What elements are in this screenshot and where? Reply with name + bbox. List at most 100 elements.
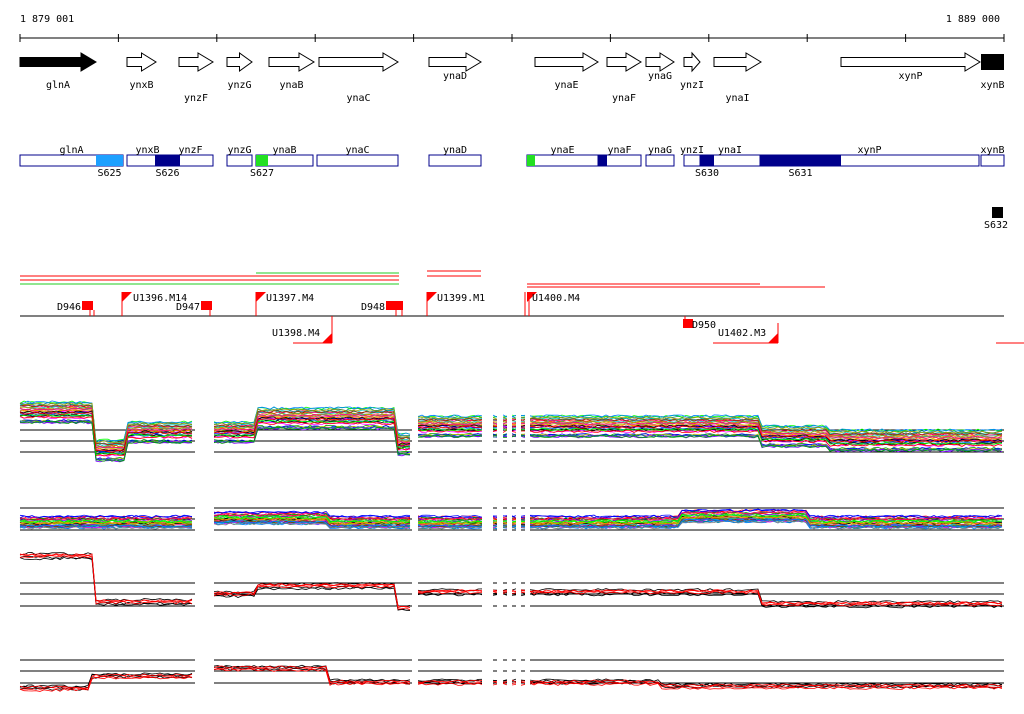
gene-ynaB[interactable]: ynaB (268, 52, 315, 91)
expression-trace (520, 594, 526, 597)
segment-mark-fill (527, 155, 535, 166)
gene-ynaC[interactable]: ynaC (318, 52, 399, 104)
gene-ynaD[interactable]: ynaD (428, 52, 482, 82)
expression-trace (529, 434, 1003, 453)
segment-xynB[interactable]: xynB (980, 145, 1005, 167)
expression-trace (19, 521, 193, 525)
gene-glnA[interactable]: glnA (19, 52, 97, 91)
expression-trace (418, 434, 483, 439)
expression-trace (417, 522, 483, 525)
segment-label: ynzG (227, 145, 251, 156)
expression-trace (213, 522, 411, 530)
feature-u1402-m3[interactable]: U1402.M3 (713, 323, 779, 344)
expression-trace (520, 419, 526, 421)
expression-trace (19, 556, 193, 606)
gene-ynzI[interactable]: ynzI (680, 51, 704, 91)
expression-trace (511, 515, 517, 519)
segment-mark-s625[interactable]: S625 (96, 155, 123, 179)
expression-trace (213, 520, 411, 528)
gene-arrow (713, 52, 762, 72)
expression-trace (19, 675, 193, 691)
gene-ynzF[interactable]: ynzF (178, 52, 214, 104)
segment-mark-s631[interactable]: S631 (760, 155, 841, 179)
feature-u1397-m4[interactable]: U1397.M4 (255, 292, 314, 316)
gene-arrow (318, 52, 399, 72)
expression-trace (511, 431, 517, 433)
expression-trace (511, 423, 517, 425)
expression-trace (511, 679, 517, 683)
expression-trace (19, 411, 193, 453)
segment-mark-label: S626 (155, 168, 179, 179)
segment-ynaD[interactable]: ynaD (428, 145, 482, 167)
segment-mark[interactable] (527, 155, 535, 166)
expression-trace (502, 516, 508, 519)
expression-trace (19, 402, 193, 444)
expression-trace (213, 415, 411, 445)
expression-trace (417, 423, 483, 427)
expression-trace (213, 421, 411, 451)
gene-ynaG[interactable]: ynaG (645, 52, 675, 82)
segment-mark[interactable] (598, 155, 607, 166)
panel-gap (516, 395, 521, 470)
expression-trace (502, 522, 508, 524)
gene-xynP[interactable]: xynP (840, 52, 981, 82)
feature-d947[interactable]: D947 (176, 301, 212, 316)
coordinate-ruler: 1 879 001 1 889 000 (19, 14, 1005, 42)
standalone-segment[interactable]: S632 (984, 207, 1008, 231)
gene-arrow (226, 52, 253, 72)
gene-ynzG[interactable]: ynzG (226, 52, 253, 91)
gene-arrow (645, 52, 675, 72)
expression-trace (492, 428, 498, 431)
feature-d950[interactable]: D950 (683, 316, 716, 331)
expression-trace (417, 416, 483, 420)
segment-ynzG[interactable]: ynzG (226, 145, 253, 167)
gene-arrow (981, 54, 1004, 70)
expression-trace (529, 588, 1003, 604)
feature-label: U1398.M4 (272, 328, 320, 339)
expression-trace (19, 404, 193, 446)
segment-ynaC[interactable]: ynaC (316, 145, 399, 167)
expression-trace (529, 515, 1003, 525)
panel-gap (497, 655, 503, 700)
expression-trace (417, 593, 483, 597)
gene-arrow (178, 52, 214, 72)
gene-ynaE[interactable]: ynaE (534, 52, 599, 91)
feature-u1400-m4[interactable]: U1400.M4 (524, 292, 580, 316)
flag-icon (322, 333, 332, 343)
segment-ynaG[interactable]: ynaG (645, 145, 675, 167)
feature-d946[interactable]: D946 (57, 301, 95, 316)
expression-trace (520, 515, 526, 517)
expression-trace (492, 422, 498, 425)
segment-mark-s626[interactable]: S626 (155, 155, 180, 179)
expression-trace (502, 416, 508, 420)
feature-u1398-m4[interactable]: U1398.M4 (272, 316, 333, 344)
expression-trace (213, 513, 411, 521)
expression-trace (213, 426, 411, 456)
gene-arrow (19, 52, 97, 72)
expression-trace (502, 588, 508, 591)
expression-trace (511, 435, 517, 437)
feature-d948[interactable]: D948 (361, 301, 403, 316)
expression-trace (502, 429, 508, 433)
segment-mark-s632[interactable] (992, 207, 1003, 218)
gene-ynxB[interactable]: ynxB (126, 52, 157, 91)
expression-trace (19, 524, 192, 528)
gene-label: glnA (46, 80, 70, 91)
segment-ynaE[interactable]: ynaE (526, 145, 599, 167)
expression-trace (529, 421, 1003, 440)
segment-mark-s630[interactable]: S630 (695, 155, 719, 179)
expression-trace (529, 423, 1003, 441)
gene-ynaF[interactable]: ynaF (606, 52, 642, 104)
segment-label: ynzF (178, 145, 202, 156)
panel-gap (507, 395, 512, 470)
gene-xynB[interactable]: xynB (980, 54, 1005, 91)
expression-trace (213, 517, 411, 525)
feature-u1399-m1[interactable]: U1399.M1 (426, 292, 485, 316)
gene-ynaI[interactable]: ynaI (713, 52, 762, 104)
expression-trace (19, 555, 193, 605)
expression-trace (19, 407, 193, 449)
segment-mark-s627[interactable]: S627 (250, 155, 274, 179)
feature-u1396-m14[interactable]: U1396.M14 (121, 292, 187, 316)
segment-label: ynaI (718, 145, 742, 156)
expression-trace (520, 519, 526, 521)
